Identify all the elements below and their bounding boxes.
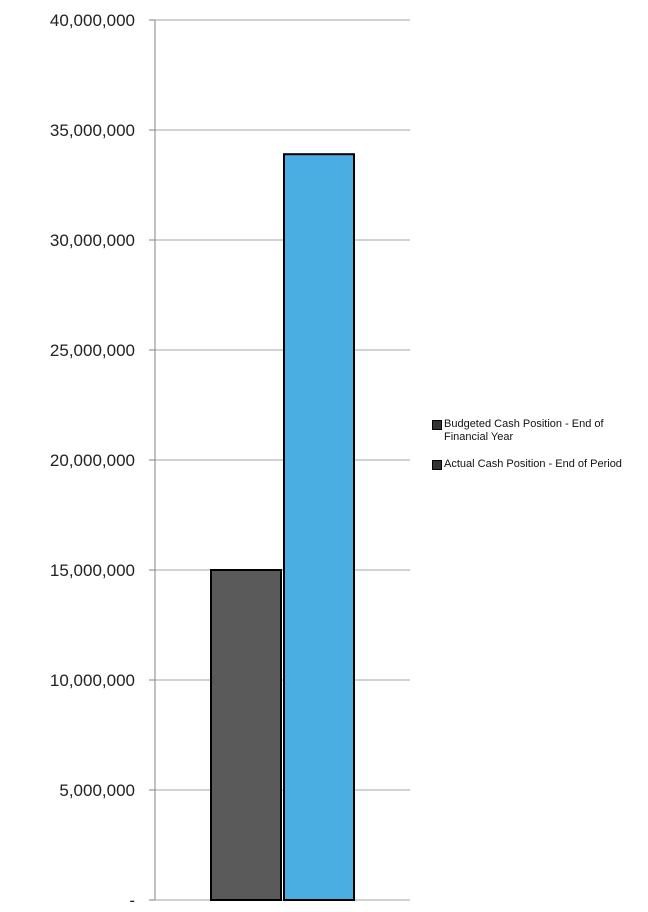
y-tick-label: 10,000,000 [50, 671, 135, 690]
y-tick-label: 40,000,000 [50, 11, 135, 30]
gridlines [155, 19, 410, 901]
bar-actual [283, 153, 355, 901]
bars [210, 153, 355, 901]
y-tick-label: 25,000,000 [50, 341, 135, 360]
y-tick-label: 20,000,000 [50, 451, 135, 470]
legend: Budgeted Cash Position - End of Financia… [432, 418, 644, 485]
y-tick-label: 30,000,000 [50, 231, 135, 250]
y-tick-label: - [129, 891, 135, 910]
bar-budgeted [210, 569, 282, 901]
legend-swatch-budgeted [432, 420, 442, 430]
legend-label-budgeted: Budgeted Cash Position - End of Financia… [444, 418, 604, 443]
y-axis-ticks: - 5,000,000 10,000,000 15,000,000 20,000,000… [50, 11, 155, 910]
y-tick-label: 35,000,000 [50, 121, 135, 140]
legend-item-budgeted: Budgeted Cash Position - End of Financia… [432, 418, 644, 444]
legend-item-actual: Actual Cash Position - End of Period [432, 458, 644, 471]
legend-label-actual: Actual Cash Position - End of Period [444, 458, 622, 470]
y-tick-label: 5,000,000 [59, 781, 135, 800]
y-tick-label: 15,000,000 [50, 561, 135, 580]
legend-swatch-actual [432, 460, 442, 470]
